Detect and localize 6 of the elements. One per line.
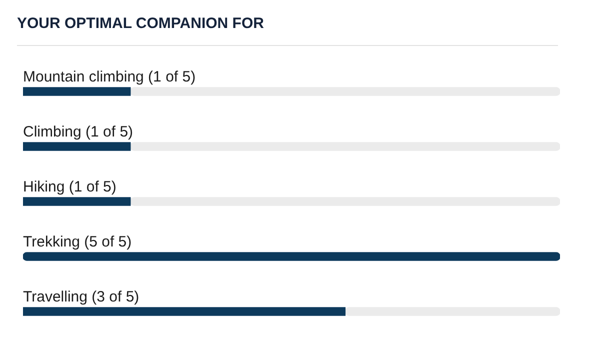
y-tick-label: Hiking (1 of 5): [23, 178, 116, 196]
y-tick-label: Mountain climbing (1 of 5): [23, 68, 196, 86]
y-tick-label: Travelling (3 of 5): [23, 288, 140, 306]
y-tick-label: Trekking (5 of 5): [23, 234, 132, 250]
chart-title: YOUR OPTIMAL COMPANION FOR: [17, 15, 264, 32]
y-tick-label: Climbing (1 of 5): [23, 124, 134, 140]
